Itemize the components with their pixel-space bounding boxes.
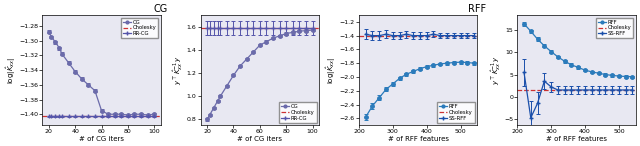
Title: CG: CG — [154, 4, 168, 14]
X-axis label: # of RFF features: # of RFF features — [388, 136, 449, 142]
Y-axis label: $\log|\hat{K}_{xx}|$: $\log|\hat{K}_{xx}|$ — [324, 57, 338, 84]
X-axis label: # of CG iters: # of CG iters — [237, 136, 282, 142]
Y-axis label: $y^\top\hat{K}_{xx}^{-1}y$: $y^\top\hat{K}_{xx}^{-1}y$ — [489, 55, 502, 85]
Legend: CG, Cholesky, RR-CG: CG, Cholesky, RR-CG — [121, 18, 158, 38]
Y-axis label: $\log|\hat{K}_{xx}|$: $\log|\hat{K}_{xx}|$ — [4, 57, 17, 84]
Legend: RFF, Cholesky, SS-RFF: RFF, Cholesky, SS-RFF — [596, 18, 633, 38]
Title: RFF: RFF — [468, 4, 486, 14]
X-axis label: # of RFF features: # of RFF features — [546, 136, 607, 142]
Y-axis label: $y^\top\hat{K}_{xx}^{-1}y$: $y^\top\hat{K}_{xx}^{-1}y$ — [172, 55, 185, 85]
Legend: RFF, Cholesky, SS-RFF: RFF, Cholesky, SS-RFF — [437, 102, 475, 123]
X-axis label: # of CG iters: # of CG iters — [79, 136, 124, 142]
Legend: CG, Cholesky, RR-CG: CG, Cholesky, RR-CG — [279, 102, 317, 123]
